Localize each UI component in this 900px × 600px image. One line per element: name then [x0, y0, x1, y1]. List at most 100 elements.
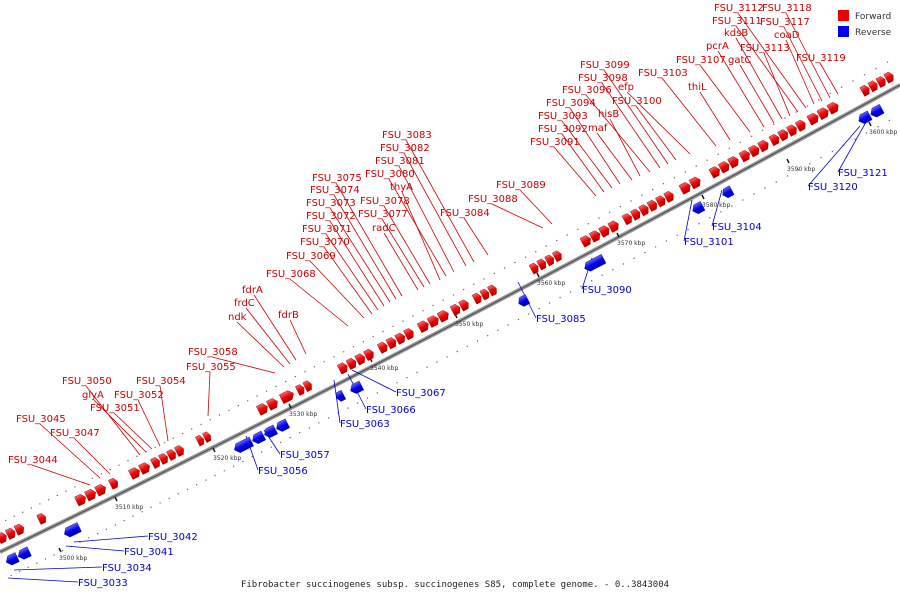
forward-gene-label[interactable]: FSU_3082 [380, 143, 430, 154]
forward-gene-label[interactable]: coaD [774, 30, 800, 41]
reverse-gene[interactable] [348, 380, 364, 395]
forward-gene[interactable] [336, 361, 349, 375]
reverse-gene-label[interactable]: FSU_3033 [78, 578, 128, 589]
forward-gene-label[interactable]: FSU_3069 [286, 251, 336, 262]
forward-gene-label[interactable]: FSU_3047 [50, 428, 100, 439]
forward-gene-label[interactable]: ndk [228, 312, 247, 323]
forward-gene-label[interactable]: FSU_3070 [300, 237, 350, 248]
forward-gene[interactable] [738, 149, 752, 163]
forward-gene-label[interactable]: thyA [390, 182, 413, 193]
forward-gene-label[interactable]: FSU_3074 [310, 185, 360, 196]
forward-gene-label[interactable]: FSU_3100 [612, 96, 662, 107]
forward-gene-label[interactable]: FSU_3117 [760, 17, 810, 28]
forward-gene-label[interactable]: FSU_3094 [546, 98, 596, 109]
reverse-gene-label[interactable]: FSU_3104 [712, 222, 762, 233]
forward-gene-label[interactable]: radC [372, 223, 396, 234]
reverse-gene[interactable] [516, 294, 531, 308]
forward-gene-label[interactable]: frdC [234, 298, 255, 309]
reverse-gene[interactable] [262, 424, 278, 439]
reverse-gene[interactable] [232, 436, 254, 454]
reverse-gene[interactable] [16, 546, 32, 561]
forward-gene[interactable] [588, 229, 602, 243]
forward-gene[interactable] [786, 123, 799, 137]
reverse-gene[interactable] [250, 430, 266, 445]
forward-gene-label[interactable]: hisB [598, 109, 619, 120]
forward-gene[interactable] [859, 84, 872, 97]
forward-gene[interactable] [646, 199, 659, 212]
forward-gene[interactable] [5, 527, 17, 540]
forward-gene[interactable] [757, 139, 771, 153]
forward-gene[interactable] [394, 332, 407, 345]
forward-gene[interactable] [302, 380, 314, 393]
forward-gene[interactable] [108, 477, 119, 490]
forward-gene[interactable] [717, 160, 731, 174]
forward-gene[interactable] [74, 493, 88, 507]
forward-gene-label[interactable]: FSU_3103 [638, 68, 688, 79]
forward-gene[interactable] [607, 219, 621, 233]
forward-gene[interactable] [883, 71, 896, 84]
forward-gene[interactable] [385, 336, 398, 350]
forward-gene[interactable] [806, 112, 821, 126]
forward-gene-label[interactable]: FSU_3051 [90, 403, 140, 414]
forward-gene[interactable] [354, 352, 367, 366]
reverse-gene-label[interactable]: FSU_3063 [340, 419, 390, 430]
forward-gene-label[interactable]: FSU_3075 [312, 173, 362, 184]
reverse-gene-label[interactable]: FSU_3056 [258, 466, 308, 477]
forward-gene-label[interactable]: maf [588, 123, 608, 134]
forward-gene[interactable] [416, 319, 431, 334]
forward-gene-label[interactable]: FSU_3083 [382, 130, 432, 141]
forward-gene-label[interactable]: FSU_3055 [186, 362, 236, 373]
forward-gene-label[interactable]: FSU_3107 [676, 55, 726, 66]
forward-gene[interactable] [436, 309, 451, 323]
forward-gene[interactable] [598, 224, 612, 238]
forward-gene[interactable] [487, 284, 498, 297]
forward-gene[interactable] [528, 262, 540, 275]
forward-gene[interactable] [536, 258, 548, 271]
reverse-gene-label[interactable]: FSU_3090 [582, 285, 632, 296]
forward-gene-label[interactable]: FSU_3044 [8, 455, 58, 466]
forward-gene[interactable] [295, 383, 306, 396]
reverse-gene-label[interactable]: FSU_3041 [124, 547, 174, 558]
forward-gene[interactable] [36, 512, 48, 525]
forward-gene-label[interactable]: FSU_3092 [538, 124, 588, 135]
forward-gene-label[interactable]: kdsB [724, 28, 748, 39]
forward-gene-label[interactable]: FSU_3099 [580, 60, 630, 71]
forward-gene[interactable] [166, 448, 177, 461]
forward-gene[interactable] [345, 357, 358, 370]
forward-gene[interactable] [138, 461, 151, 475]
forward-gene[interactable] [202, 431, 212, 443]
forward-gene-label[interactable]: FSU_3084 [440, 208, 490, 219]
forward-gene-label[interactable]: FSU_3052 [114, 390, 164, 401]
forward-gene[interactable] [816, 106, 831, 121]
forward-gene[interactable] [663, 190, 676, 203]
reverse-gene[interactable] [62, 522, 82, 538]
forward-gene-label[interactable]: gatC [728, 55, 751, 66]
forward-gene-label[interactable]: FSU_3050 [62, 376, 112, 387]
forward-gene-label[interactable]: FSU_3068 [266, 269, 316, 280]
forward-gene[interactable] [479, 288, 491, 301]
forward-gene-label[interactable]: FSU_3091 [530, 137, 580, 148]
reverse-gene[interactable] [856, 110, 873, 126]
forward-gene[interactable] [655, 194, 667, 208]
forward-gene[interactable] [84, 488, 97, 502]
forward-gene-label[interactable]: FSU_3078 [360, 196, 410, 207]
forward-gene[interactable] [158, 452, 169, 465]
forward-gene[interactable] [150, 456, 161, 469]
forward-gene[interactable] [458, 298, 471, 312]
forward-gene[interactable] [552, 250, 563, 263]
reverse-gene-label[interactable]: FSU_3121 [838, 168, 888, 179]
forward-gene-label[interactable]: FSU_3113 [740, 43, 790, 54]
forward-gene-label[interactable]: FSU_3119 [796, 53, 846, 64]
forward-gene-label[interactable]: FSU_3111 [712, 16, 762, 27]
forward-gene[interactable] [279, 389, 295, 405]
forward-gene-label[interactable]: FSU_3080 [365, 169, 415, 180]
forward-gene-label[interactable]: FSU_3089 [496, 180, 546, 191]
reverse-gene[interactable] [334, 389, 347, 402]
forward-gene-label[interactable]: FSU_3072 [306, 211, 356, 222]
forward-gene-label[interactable]: FSU_3054 [136, 376, 186, 387]
forward-gene[interactable] [94, 483, 108, 497]
forward-gene[interactable] [708, 165, 722, 179]
forward-gene-label[interactable]: FSU_3058 [188, 347, 238, 358]
forward-gene[interactable] [826, 101, 841, 115]
forward-gene[interactable] [630, 208, 642, 221]
